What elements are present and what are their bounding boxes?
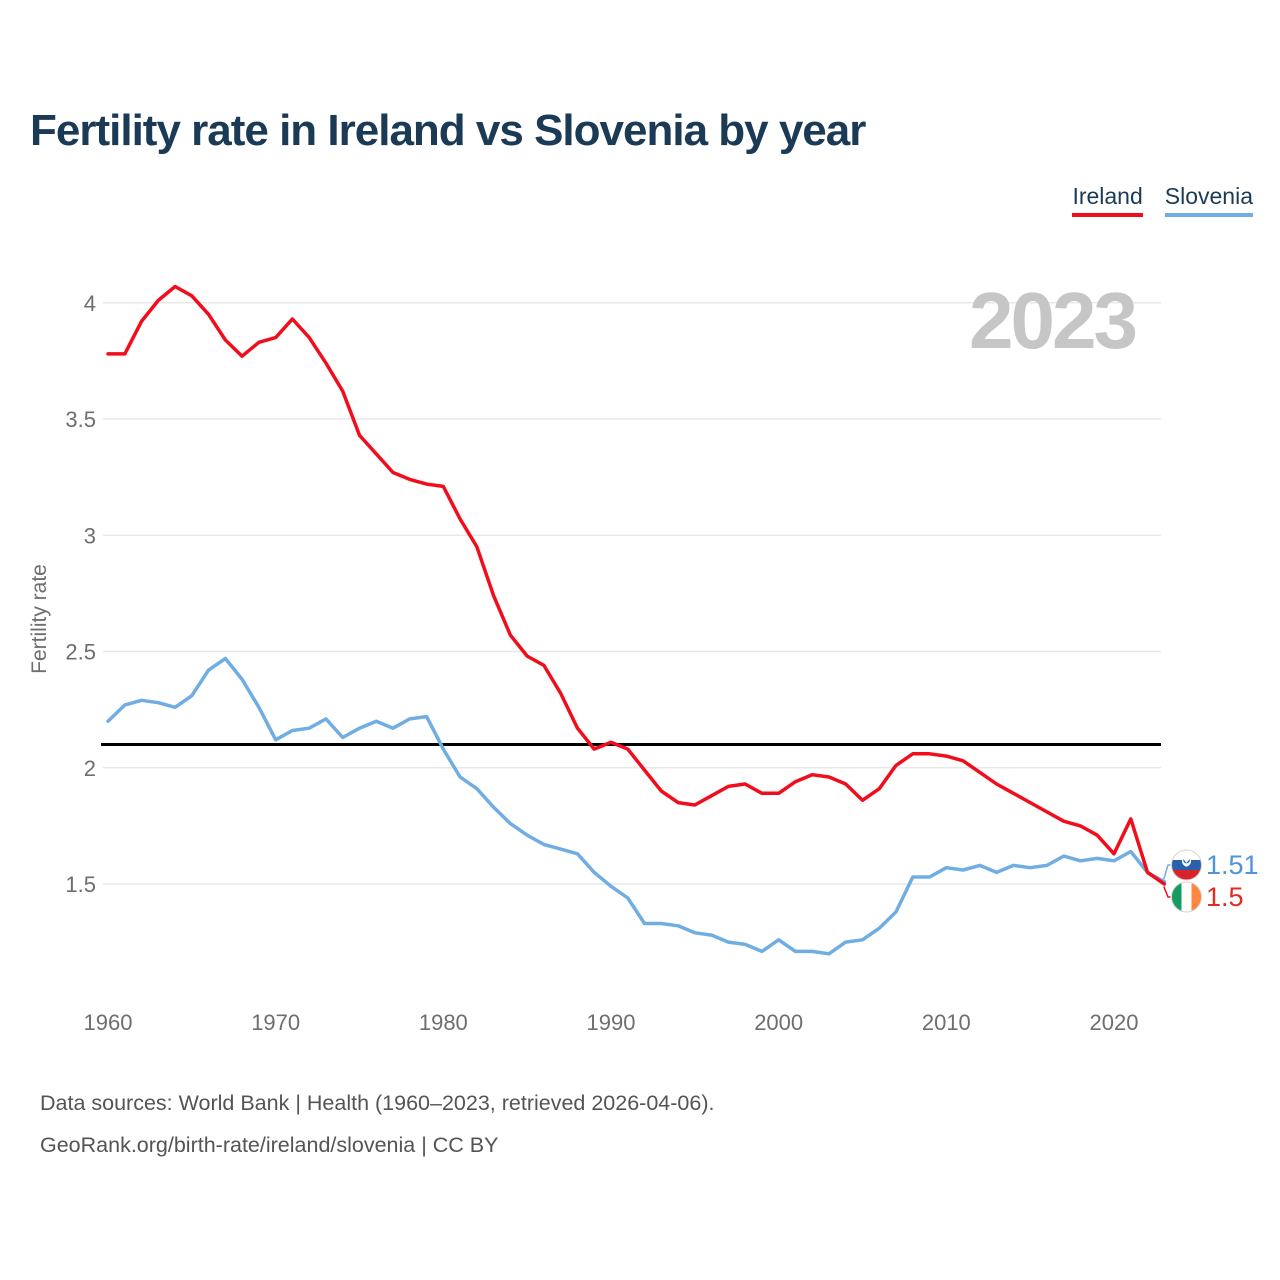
footer-attribution-line: GeoRank.org/birth-rate/ireland/slovenia … [40,1133,499,1157]
slovenia-flag-icon-ring [1171,849,1202,881]
chart-footer: Data sources: World Bank | Health (1960–… [40,1082,714,1166]
ireland-flag-icon [1171,882,1202,912]
ireland-series-line[interactable] [106,284,1167,886]
x-tick-label: 2010 [922,1010,971,1035]
legend-item-slovenia[interactable]: Slovenia [1164,183,1253,218]
watermark-year: 2023 [969,276,1135,365]
slovenia-series-line[interactable] [106,656,1167,956]
y-tick-label: 3.5 [65,407,96,432]
y-axis-title: Fertility rate [28,564,51,674]
x-tick-label: 1980 [419,1010,468,1035]
y-tick-label: 2 [84,756,96,781]
fertility-chart: 1.5 2 2.5 3 3.5 4 Fertility rate 1960 1970 1980 19… [28,276,1259,1035]
x-tick-label: 1970 [251,1010,300,1035]
y-tick-label: 3 [84,523,96,548]
ireland-end-value: 1.5 [1206,882,1244,912]
leader-line [1163,864,1171,880]
x-tick-label: 2000 [754,1010,803,1035]
page-title: Fertility rate in Ireland vs Slovenia by… [30,106,866,155]
footer-sources-line: Data sources: World Bank | Health (1960–… [40,1091,715,1115]
y-tick-label: 4 [84,291,96,316]
chart-area: 1.5 2 2.5 3 3.5 4 Fertility rate 1960 1970 1980 19… [0,230,1280,1050]
x-tick-label: 1960 [84,1010,133,1035]
x-tick-label: 1990 [587,1010,636,1035]
legend: Ireland Slovenia [1072,183,1253,218]
ireland-flag-icon-ring [1171,881,1202,913]
slovenia-end-value: 1.51 [1206,850,1259,880]
y-tick-label: 1.5 [65,872,96,897]
slovenia-flag-icon [1171,850,1202,880]
x-tick-label: 2020 [1090,1010,1139,1035]
leader-line [1163,886,1171,898]
legend-item-ireland[interactable]: Ireland [1072,183,1143,218]
y-tick-label: 2.5 [65,640,96,665]
